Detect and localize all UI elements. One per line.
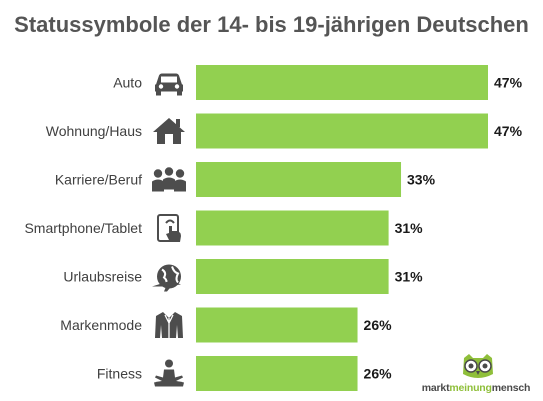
value-label: 47% xyxy=(494,123,523,139)
people-icon xyxy=(152,167,186,192)
owl-icon xyxy=(463,354,493,378)
value-label: 31% xyxy=(395,269,424,285)
value-label: 47% xyxy=(494,75,523,91)
bar-karriere-beruf xyxy=(196,162,402,197)
bar-wohnung-haus xyxy=(196,113,488,149)
logo-wordmark: marktmeinungmensch xyxy=(412,382,540,394)
category-label: Urlaubsreise xyxy=(63,269,142,285)
category-label: Smartphone/Tablet xyxy=(24,220,142,236)
value-label: 33% xyxy=(407,172,436,188)
meditation-icon xyxy=(154,359,184,387)
bar-markenmode xyxy=(196,307,358,343)
category-label: Karriere/Beruf xyxy=(55,172,142,188)
tablet-touch-icon xyxy=(157,214,181,242)
value-label: 26% xyxy=(364,366,393,382)
jacket-icon xyxy=(155,312,183,338)
logo-text-mid: meinung xyxy=(449,382,492,394)
marktmeinungmensch-logo: marktmeinungmensch xyxy=(412,352,540,398)
value-label: 26% xyxy=(364,317,393,333)
bar-fitness xyxy=(196,356,358,391)
car-icon xyxy=(155,73,183,96)
bar-smartphone-tablet xyxy=(196,210,389,246)
category-label: Wohnung/Haus xyxy=(46,123,142,139)
chart-title: Statussymbole der 14- bis 19-jährigen De… xyxy=(14,12,529,37)
bar-auto xyxy=(196,65,488,100)
category-label: Markenmode xyxy=(60,317,142,333)
logo-text-left: markt xyxy=(421,382,450,394)
category-label: Fitness xyxy=(97,366,142,382)
house-icon xyxy=(153,118,185,144)
logo-text-right: mensch xyxy=(491,382,531,394)
category-label: Auto xyxy=(113,75,142,91)
globe-plane-icon xyxy=(152,264,181,292)
bar-urlaubsreise xyxy=(196,259,389,294)
value-label: 31% xyxy=(395,220,424,236)
